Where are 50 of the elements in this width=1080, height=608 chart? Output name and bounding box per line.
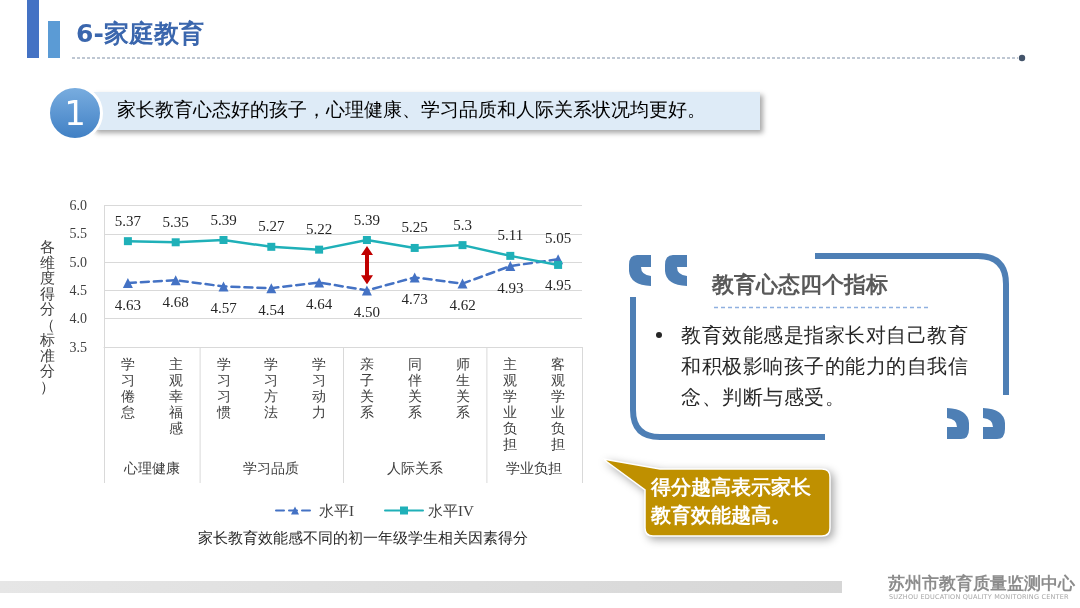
x-tick-label: 亲子关系 (359, 356, 374, 420)
x-tick-label: 学习动力 (312, 356, 327, 420)
data-label: 5.37 (114, 212, 142, 229)
x-tick-label: 学习倦怠 (119, 356, 135, 420)
y-tick-label: 6.0 (69, 198, 87, 213)
data-label: 5.35 (162, 213, 189, 230)
x-tick-label: 同伴关系 (407, 356, 422, 420)
y-tick-label: 5.0 (69, 254, 87, 270)
text: 心理健康 (122, 460, 181, 477)
text: 教育效能感是指家长对自己教育和积极影响孩子的能力的自我信念、判断与感受。 (681, 322, 969, 411)
y-tick-label: 4.5 (69, 282, 87, 298)
data-label: 4.64 (305, 295, 333, 312)
x-tick-label: 师生关系 (455, 356, 470, 420)
text: 家长教育效能感不同的初一年级学生相关因素得分 (198, 528, 528, 547)
data-label: 5.39 (210, 211, 237, 228)
data-label: 5.22 (305, 221, 333, 238)
y-tick-label: 4.0 (69, 311, 87, 327)
text: 人际关系 (385, 460, 444, 477)
legend-label: 水平I (319, 502, 354, 519)
data-label: 5.11 (497, 227, 524, 244)
data-label: 4.57 (210, 299, 238, 316)
data-label: 4.63 (114, 296, 142, 313)
text: 各维度得分（标准分） (40, 238, 55, 396)
data-label: 4.93 (497, 279, 524, 296)
text: 学习品质 (242, 460, 301, 477)
data-label: 5.27 (258, 218, 285, 235)
data-label: 4.68 (162, 293, 189, 310)
text: 教育心态四个指标 (712, 272, 888, 299)
x-tick-label: 主观学业负担 (503, 356, 518, 452)
data-label: 5.39 (353, 211, 381, 228)
text: 得分越高表示家长教育效能越高。 (651, 475, 812, 529)
text: 6-家庭教育 (76, 19, 204, 49)
data-label: 5.25 (401, 219, 428, 236)
data-label: 4.62 (449, 297, 476, 314)
text: 家长教育心态好的孩子，心理健康、学习品质和人际关系状况均更好。 (117, 99, 706, 122)
text: 苏州市教育质量监测中心 (888, 573, 1075, 594)
y-tick-label: 3.5 (69, 339, 87, 355)
data-label: 4.50 (353, 303, 381, 320)
data-label: 5.05 (544, 229, 572, 246)
x-tick-label: 主观幸福感 (168, 356, 183, 436)
x-tick-label: 学习习惯 (215, 356, 231, 420)
data-label: 5.3 (453, 216, 472, 233)
x-tick-label: 学习方法 (264, 356, 279, 420)
x-tick-label: 客观学业负担 (551, 356, 566, 452)
data-label: 4.54 (258, 301, 285, 318)
text: 学业负担 (505, 460, 564, 477)
data-label: 4.95 (544, 277, 572, 294)
data-label: 4.73 (401, 290, 428, 307)
y-tick-label: 5.5 (69, 226, 87, 242)
legend-label: 水平IV (428, 502, 474, 519)
